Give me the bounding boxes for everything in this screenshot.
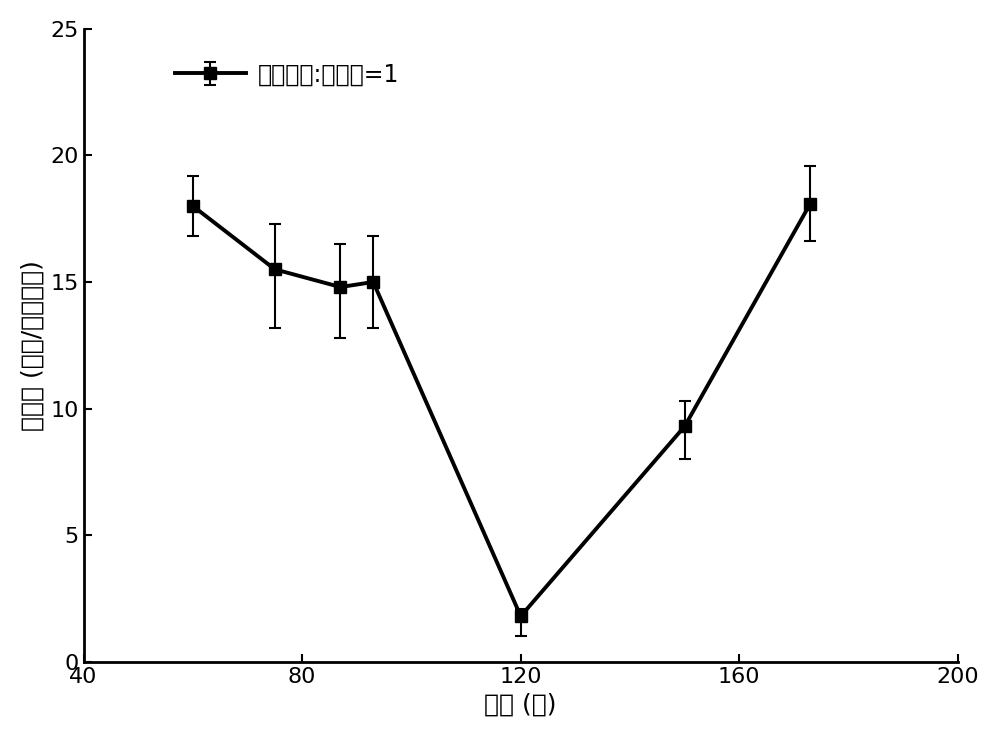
X-axis label: 时间 (分): 时间 (分) bbox=[484, 692, 557, 716]
Legend: 透明质酸:多巴胺=1: 透明质酸:多巴胺=1 bbox=[165, 53, 408, 97]
Y-axis label: 吸附量 (纳克/平方厘米): 吸附量 (纳克/平方厘米) bbox=[21, 260, 45, 430]
